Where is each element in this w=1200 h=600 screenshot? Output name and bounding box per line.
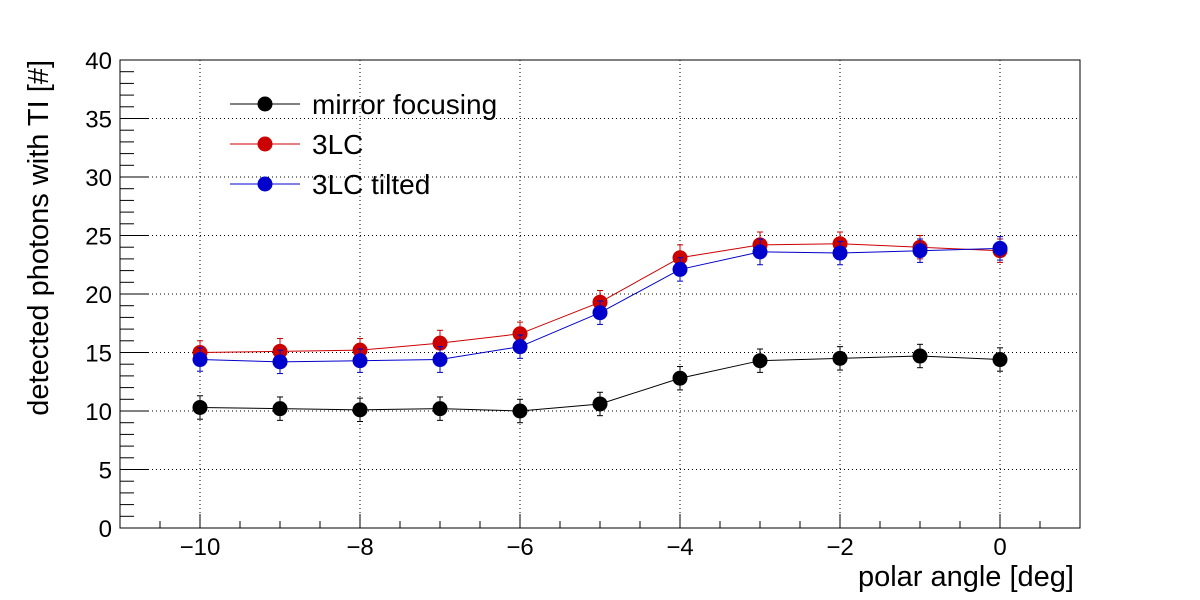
legend-label: mirror focusing bbox=[312, 89, 497, 120]
data-point bbox=[352, 353, 368, 369]
legend-marker bbox=[257, 176, 273, 192]
x-tick-label: −6 bbox=[506, 534, 533, 561]
data-point bbox=[432, 352, 448, 368]
legend-label: 3LC tilted bbox=[312, 169, 430, 200]
data-point bbox=[512, 339, 528, 355]
tick-labels: −10 −8 −6 −4 −2 0 0 5 10 15 20 25 30 35 40 bbox=[85, 48, 1006, 561]
data-point bbox=[992, 352, 1008, 368]
data-point bbox=[592, 396, 608, 412]
y-tick-label: 0 bbox=[99, 516, 112, 543]
x-tick-label: −2 bbox=[826, 534, 853, 561]
x-tick-label: 0 bbox=[993, 534, 1006, 561]
data-point bbox=[272, 401, 288, 417]
x-axis-title: polar angle [deg] bbox=[858, 561, 1074, 593]
series-0 bbox=[192, 343, 1008, 424]
data-point bbox=[432, 401, 448, 417]
data-point bbox=[832, 350, 848, 366]
x-tick-label: −8 bbox=[346, 534, 373, 561]
data-point bbox=[432, 335, 448, 351]
data-point bbox=[272, 354, 288, 370]
legend-marker bbox=[257, 96, 273, 112]
data-point bbox=[352, 402, 368, 418]
data-point bbox=[672, 370, 688, 386]
data-point bbox=[192, 399, 208, 415]
data-point bbox=[752, 244, 768, 260]
data-point bbox=[192, 352, 208, 368]
data-point bbox=[592, 305, 608, 321]
data-point bbox=[752, 353, 768, 369]
legend: mirror focusing 3LC 3LC tilted bbox=[230, 89, 497, 200]
legend-entry: mirror focusing bbox=[230, 89, 497, 120]
y-tick-label: 40 bbox=[85, 48, 112, 75]
data-point bbox=[832, 245, 848, 261]
data-point bbox=[912, 243, 928, 259]
y-tick-label: 25 bbox=[85, 224, 112, 251]
legend-marker bbox=[257, 136, 273, 152]
y-tick-label: 15 bbox=[85, 341, 112, 368]
y-tick-label: 20 bbox=[85, 282, 112, 309]
legend-entry: 3LC tilted bbox=[230, 169, 430, 200]
data-point bbox=[672, 261, 688, 277]
x-tick-label: −10 bbox=[180, 534, 221, 561]
plot-frame bbox=[119, 59, 1081, 529]
y-axis-title: detected photons with TI [#] bbox=[23, 60, 55, 416]
legend-label: 3LC bbox=[312, 129, 363, 160]
data-series bbox=[192, 231, 1008, 424]
data-point bbox=[512, 403, 528, 419]
series-2 bbox=[192, 236, 1008, 375]
legend-entry: 3LC bbox=[230, 129, 363, 160]
y-tick-label: 5 bbox=[99, 458, 112, 485]
y-tick-label: 30 bbox=[85, 165, 112, 192]
data-point bbox=[912, 348, 928, 364]
y-tick-label: 10 bbox=[85, 399, 112, 426]
data-point bbox=[992, 240, 1008, 256]
y-tick-label: 35 bbox=[85, 107, 112, 134]
data-point bbox=[512, 326, 528, 342]
x-tick-label: −4 bbox=[666, 534, 693, 561]
